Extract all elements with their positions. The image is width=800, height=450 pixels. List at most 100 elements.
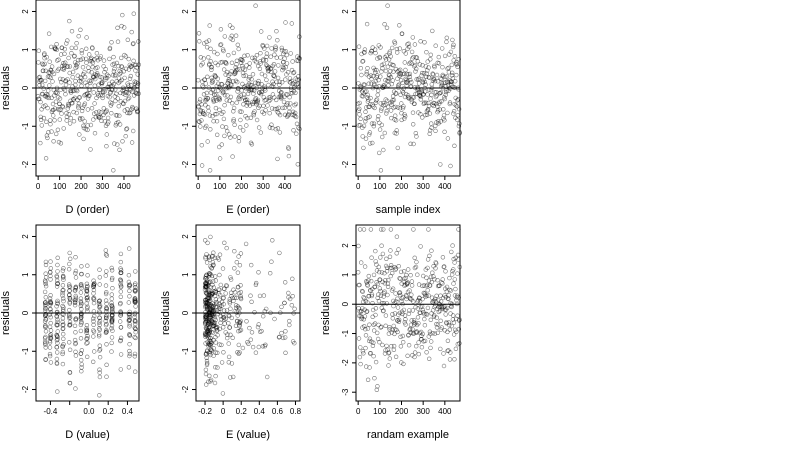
- data-point: [218, 27, 224, 32]
- data-point: [132, 354, 138, 359]
- data-point: [84, 281, 90, 286]
- y-tick-label: 1: [341, 272, 350, 277]
- data-point: [360, 58, 366, 64]
- data-point: [217, 144, 222, 150]
- data-point: [202, 332, 208, 337]
- data-point: [201, 56, 207, 61]
- data-point: [277, 82, 282, 88]
- data-point: [217, 287, 222, 293]
- data-point: [398, 334, 403, 339]
- data-point: [100, 95, 105, 101]
- data-point: [133, 326, 138, 332]
- data-point: [229, 33, 235, 38]
- data-point: [63, 82, 69, 88]
- data-point: [55, 255, 60, 260]
- data-point: [60, 283, 66, 288]
- data-point: [82, 119, 87, 124]
- data-point: [279, 90, 284, 95]
- data-point: [97, 56, 103, 61]
- data-point: [43, 300, 48, 305]
- data-point: [405, 95, 411, 100]
- data-point: [409, 283, 415, 288]
- data-point: [96, 93, 101, 98]
- data-point: [65, 64, 71, 69]
- data-point: [391, 97, 397, 103]
- data-point: [397, 310, 402, 316]
- data-point: [237, 109, 243, 114]
- data-point: [436, 309, 441, 315]
- data-point: [363, 119, 368, 124]
- data-point: [269, 106, 275, 111]
- data-point: [55, 340, 60, 346]
- data-point: [361, 227, 367, 232]
- data-point: [258, 61, 263, 66]
- data-point: [217, 326, 222, 332]
- data-point: [205, 104, 211, 110]
- y-axis-title: residuals: [0, 290, 12, 335]
- data-point: [43, 279, 48, 285]
- data-point: [359, 316, 364, 322]
- data-point: [443, 312, 448, 317]
- data-point: [235, 313, 240, 318]
- data-point: [388, 54, 393, 59]
- data-point: [85, 96, 91, 101]
- data-point: [381, 147, 386, 153]
- data-point: [394, 131, 399, 136]
- data-point: [206, 335, 211, 340]
- data-point: [117, 71, 123, 77]
- data-point: [42, 55, 47, 61]
- data-point: [54, 309, 60, 315]
- data-point: [67, 284, 72, 289]
- data-point: [240, 70, 246, 76]
- data-point: [271, 81, 276, 87]
- data-point: [67, 121, 73, 126]
- data-point: [383, 278, 388, 283]
- data-point: [66, 111, 72, 117]
- data-point: [60, 349, 65, 355]
- data-point: [425, 59, 430, 64]
- data-point: [109, 292, 115, 297]
- data-point: [412, 42, 418, 47]
- data-point: [360, 59, 365, 64]
- data-point: [385, 3, 390, 8]
- data-point: [364, 72, 369, 77]
- data-point: [290, 109, 296, 115]
- data-point: [90, 64, 95, 70]
- data-point: [199, 143, 205, 148]
- data-point: [239, 109, 244, 114]
- data-point: [60, 331, 66, 337]
- data-point: [227, 98, 232, 104]
- data-point: [118, 352, 124, 357]
- data-point: [383, 348, 388, 353]
- data-point: [285, 69, 291, 75]
- data-point: [80, 116, 85, 121]
- data-point: [453, 346, 459, 351]
- data-point: [234, 58, 240, 63]
- y-tick-label: 2: [21, 234, 30, 239]
- data-point: [127, 294, 132, 299]
- data-point: [231, 374, 236, 380]
- data-point: [434, 315, 439, 320]
- data-point: [203, 367, 209, 372]
- data-point: [126, 95, 132, 100]
- data-point: [400, 105, 406, 111]
- data-point: [74, 64, 80, 69]
- y-tick-label: 0: [181, 85, 190, 90]
- data-point: [284, 52, 289, 58]
- data-point: [223, 125, 229, 130]
- data-point: [418, 39, 423, 44]
- data-point: [109, 326, 114, 331]
- data-point: [52, 106, 58, 111]
- data-point: [442, 96, 447, 102]
- data-point: [357, 106, 362, 112]
- data-point: [37, 82, 42, 88]
- data-point: [73, 295, 79, 300]
- data-point: [230, 335, 235, 340]
- data-point: [97, 367, 102, 372]
- data-point: [263, 108, 268, 113]
- data-point: [214, 92, 219, 97]
- data-point: [276, 63, 281, 68]
- data-point: [131, 11, 137, 16]
- data-point: [371, 104, 376, 109]
- data-point: [64, 114, 70, 120]
